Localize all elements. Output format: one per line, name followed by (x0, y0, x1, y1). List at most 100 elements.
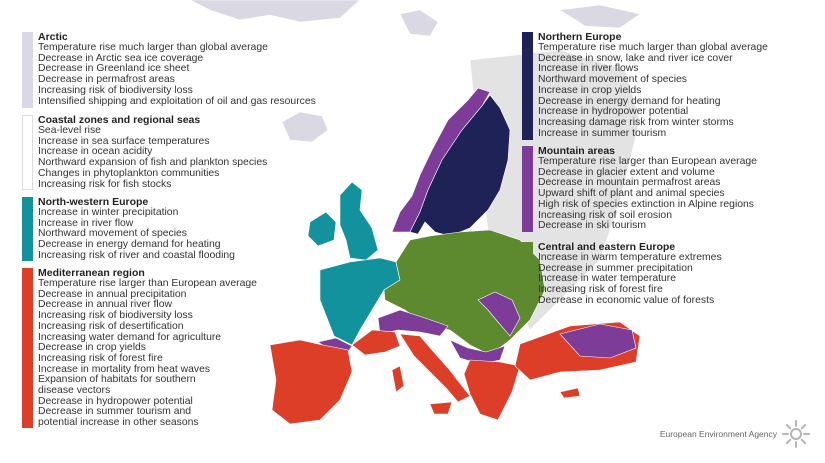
france-west (319, 257, 401, 346)
legend-item: Increasing water demand for agriculture (38, 331, 222, 343)
legend-item: Northward movement of species (38, 228, 187, 240)
northern-europe-region (409, 94, 511, 237)
legend-item: Decrease in mountain permafrost areas (538, 177, 721, 189)
legend-item: Northward movement of species (538, 74, 687, 86)
northern-items: Temperature rise much larger than global… (538, 42, 768, 139)
balkans-mountains (449, 339, 506, 365)
arctic-title: Arctic (38, 31, 68, 43)
arctic-swatch (22, 32, 33, 108)
legend-arctic: Arctic Temperature rise much larger than… (22, 32, 316, 108)
legend-item: disease vectors (38, 385, 111, 397)
legend-item: Increase in mortality from heat waves (38, 363, 211, 375)
coastal-items: Sea-level rise Increase in sea surface te… (38, 125, 268, 190)
northern-swatch (522, 32, 533, 140)
legend-item: Increase in hydropower potential (538, 106, 689, 118)
legend-item: Increasing risk of river and coastal flo… (38, 249, 235, 261)
legend-item: Decrease in energy demand for heating (538, 95, 721, 107)
northwest-swatch (22, 197, 33, 261)
legend-item: Temperature rise larger than European av… (38, 278, 257, 289)
iberia (269, 339, 353, 425)
legend-item: Decrease in crop yields (38, 342, 146, 354)
legend-item: Decrease in annual river flow (38, 299, 172, 311)
legend-item: Increasing risk of forest fire (538, 284, 663, 296)
legend-item: Decrease in hydropower potential (38, 395, 193, 407)
legend-item: Increasing risk of forest fire (38, 352, 163, 364)
agency-name: European Environment Agency (659, 429, 777, 439)
turkey-mountains (559, 323, 637, 359)
legend-item: Northward expansion of fish and plankton… (38, 157, 268, 169)
legend-item: Decrease in snow, lake and river ice cov… (538, 52, 733, 64)
arctic-items: Temperature rise much larger than global… (38, 42, 316, 107)
legend-mediterranean: Mediterranean region Temperature rise la… (22, 268, 257, 429)
legend-item: Decrease in economic value of forests (538, 294, 715, 306)
legend-item: Increasing damage risk from winter storm… (538, 116, 734, 128)
italy (399, 333, 471, 403)
cyprus (559, 387, 581, 399)
legend-item: High risk of species extinction in Alpin… (538, 198, 755, 210)
legend-item: Decrease in glacier extent and volume (538, 166, 715, 178)
sardinia (391, 365, 405, 393)
northern-title: Northern Europe (538, 31, 622, 43)
legend-item: Decrease in annual precipitation (38, 288, 187, 300)
legend-item: Decrease in energy demand for heating (38, 239, 221, 251)
legend-item: Upward shift of plant and animal species (538, 188, 725, 200)
legend-item: Temperature rise much larger than global… (538, 42, 768, 53)
mountain-title: Mountain areas (538, 145, 616, 157)
mediterranean-items: Temperature rise larger than European av… (38, 278, 257, 429)
sicily (429, 401, 453, 415)
central-title: Central and eastern Europe (538, 241, 676, 253)
legend-item: Increase in river flows (538, 63, 639, 75)
central-swatch (522, 242, 533, 306)
legend-item: Increasing risk of desertification (38, 320, 184, 332)
south-france (351, 329, 401, 356)
legend-item: Increasing risk of biodiversity loss (38, 310, 193, 322)
legend-central: Central and eastern Europe Increase in w… (522, 242, 722, 307)
legend-northwest: North-western Europe Increase in winter … (22, 197, 235, 262)
legend-item: Decrease in ski tourism (538, 220, 646, 232)
legend-northern: Northern Europe Temperature rise much la… (522, 32, 768, 140)
legend-item: Increase in river flow (38, 217, 134, 229)
sun-logo-icon (782, 420, 810, 448)
iceland (281, 111, 329, 143)
legend-item: Increase in sea surface temperatures (38, 135, 210, 147)
legend-item: Expansion of habitats for southern (38, 374, 196, 386)
arctic-svalbard (399, 9, 439, 37)
greece-balkans (463, 359, 521, 421)
legend-item: Increase in summer tourism (538, 127, 667, 139)
mediterranean-swatch (22, 268, 33, 428)
legend-item: Changes in phytoplankton communities (38, 167, 220, 179)
agency-credit: European Environment Agency (660, 419, 811, 449)
legend-item: Decrease in Greenland ice sheet (38, 63, 190, 75)
uk (339, 181, 379, 261)
mountain-items: Temperature rise larger than European av… (538, 156, 757, 232)
legend-item: Increasing risk of soil erosion (538, 209, 672, 221)
legend-item: Increase in winter precipitation (38, 207, 179, 218)
legend-item: Increasing risk for fish stocks (38, 178, 172, 190)
legend-mountain: Mountain areas Temperature rise larger t… (522, 146, 757, 232)
coastal-title: Coastal zones and regional seas (38, 114, 201, 126)
legend-item: Decrease in summer precipitation (538, 262, 693, 274)
legend-item: Increasing risk of biodiversity loss (38, 84, 193, 96)
legend-item: Temperature rise much larger than global… (38, 42, 268, 53)
coastal-swatch (22, 115, 33, 190)
legend-item: Sea-level rise (38, 125, 101, 136)
arctic-landmass (189, 0, 361, 23)
central-items: Increase in warm temperature extremes Dec… (538, 252, 722, 307)
legend-item: Increase in warm temperature extremes (538, 252, 722, 263)
northwest-title: North-western Europe (38, 196, 149, 208)
legend-item: Decrease in summer tourism and (38, 406, 192, 418)
ireland (307, 211, 337, 247)
arctic-novaya-zemlya (559, 4, 641, 29)
carpathians (477, 291, 521, 337)
legend-item: Temperature rise larger than European av… (538, 156, 757, 167)
legend-item: Decrease in Arctic sea ice coverage (38, 52, 204, 64)
legend-item: potential increase in other seasons (38, 417, 199, 429)
legend-item: Decrease in permafrost areas (38, 74, 175, 86)
mediterranean-title: Mediterranean region (38, 267, 145, 279)
legend-item: Increase in ocean acidity (38, 146, 153, 158)
legend-item: Intensified shipping and exploitation of… (38, 95, 316, 107)
northwest-items: Increase in winter precipitation Increase… (38, 207, 235, 262)
legend-item: Increase in water temperature (538, 273, 677, 285)
legend-coastal: Coastal zones and regional seas Sea-leve… (22, 115, 267, 190)
